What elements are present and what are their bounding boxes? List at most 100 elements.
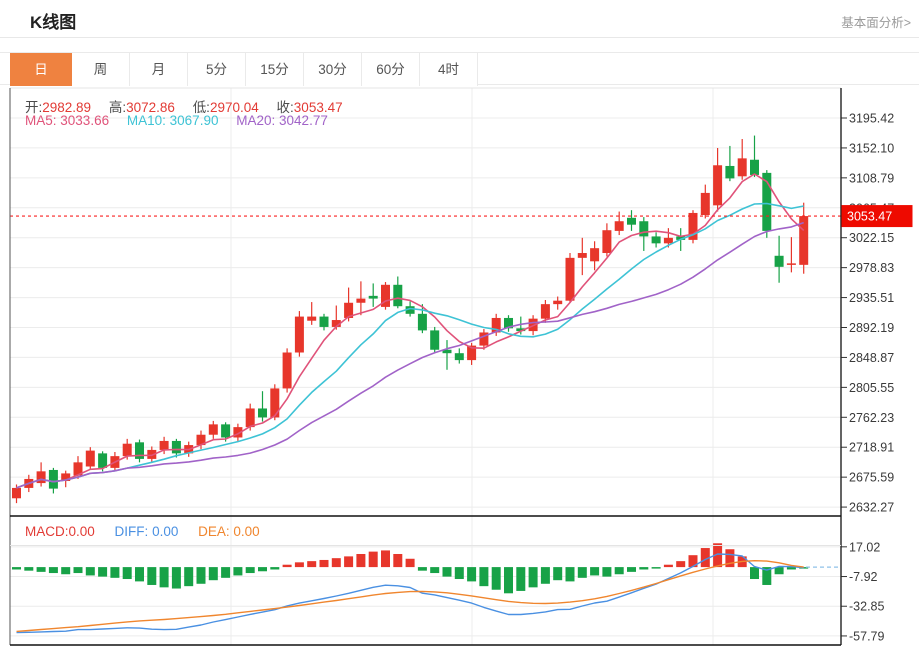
candle-body	[258, 408, 267, 418]
price-axis-label: 3022.15	[849, 231, 894, 245]
candle-body	[639, 221, 649, 237]
macd-bar	[639, 567, 649, 570]
candle-body	[405, 306, 415, 314]
price-axis-label: 2935.51	[849, 291, 894, 305]
macd-bar	[61, 567, 71, 575]
candle-body	[196, 434, 206, 446]
candle-body	[73, 462, 83, 476]
macd-bar	[590, 567, 600, 576]
tab-月[interactable]: 月	[130, 53, 188, 86]
macd-bar	[110, 567, 120, 578]
fundamental-analysis-link[interactable]: 基本面分析>	[841, 16, 911, 30]
candle-body	[393, 284, 403, 307]
macd-axis-label: -7.92	[849, 570, 878, 584]
diff-label: DIFF:	[114, 524, 149, 539]
macd-bar	[307, 561, 317, 568]
macd-bar	[331, 558, 341, 568]
candle-body	[270, 388, 280, 418]
ma20-line	[16, 221, 804, 489]
macd-bar	[663, 564, 673, 568]
price-axis-label: 3152.10	[849, 141, 894, 155]
page-title: K线图	[30, 13, 77, 32]
candle-body	[700, 192, 710, 216]
macd-bar	[614, 567, 624, 575]
candle-body	[602, 230, 612, 254]
tab-周[interactable]: 周	[72, 53, 130, 86]
macd-axis-label: 17.02	[849, 540, 880, 554]
macd-bar	[713, 543, 723, 568]
candle-body	[737, 158, 747, 177]
tab-4时[interactable]: 4时	[420, 53, 478, 86]
candle-body	[294, 316, 304, 353]
macd-bar	[553, 567, 563, 581]
macd-bar	[417, 567, 427, 571]
macd-bar	[725, 549, 735, 568]
diff-line	[16, 553, 804, 634]
candle-body	[171, 440, 181, 454]
tab-60分[interactable]: 60分	[362, 53, 420, 86]
last-price-badge	[841, 205, 913, 228]
candle-body	[221, 424, 231, 438]
candle-body	[233, 427, 243, 438]
tab-15分[interactable]: 15分	[246, 53, 304, 86]
macd-bar	[344, 556, 354, 568]
macd-bar	[184, 567, 194, 587]
candle-body	[430, 330, 440, 350]
price-axis-label: 2675.59	[849, 471, 894, 485]
macd-bar	[774, 567, 784, 575]
macd-bar	[270, 567, 280, 570]
candle-body	[540, 304, 550, 319]
macd-bar	[442, 567, 452, 577]
dea-value: 0.00	[233, 524, 260, 539]
macd-bar	[147, 567, 157, 585]
candle-body	[553, 300, 563, 305]
price-axis-label: 2805.55	[849, 381, 894, 395]
macd-bar	[282, 564, 292, 568]
macd-bar	[430, 567, 440, 574]
macd-bar	[208, 567, 218, 581]
candle-body	[48, 469, 58, 489]
macd-bar	[688, 555, 698, 568]
candle-body	[516, 328, 526, 332]
macd-bar	[540, 567, 550, 584]
macd-bar	[565, 567, 575, 582]
candle-body	[122, 443, 132, 457]
price-axis-label: 2978.83	[849, 261, 894, 275]
macd-bar	[73, 567, 83, 574]
macd-bar	[799, 567, 809, 569]
macd-bar	[135, 567, 144, 582]
candle-body	[614, 221, 624, 231]
macd-bar	[528, 567, 538, 588]
macd-value: 0.00	[68, 524, 95, 539]
ma10-label: MA10:	[126, 113, 166, 128]
tab-30分[interactable]: 30分	[304, 53, 362, 86]
macd-label: MACD:	[25, 524, 69, 539]
candle-body	[713, 165, 723, 206]
macd-bar	[98, 567, 108, 577]
tab-5分[interactable]: 5分	[188, 53, 246, 86]
macd-bar	[85, 567, 95, 576]
ma5-line	[16, 173, 805, 489]
ma-readout: MA5: 3033.66 MA10: 3067.90 MA20: 3042.77	[25, 113, 328, 128]
high-value: 3072.86	[126, 100, 175, 115]
candle-body	[159, 440, 169, 450]
ma10-value: 3067.90	[169, 113, 219, 128]
candle-body	[762, 172, 772, 231]
candle-body	[36, 471, 46, 484]
candle-body	[307, 316, 317, 321]
macd-bar	[159, 567, 169, 588]
macd-bar	[381, 550, 390, 568]
candle-body	[356, 298, 366, 303]
macd-bar	[651, 567, 661, 569]
close-value: 3053.47	[293, 100, 343, 115]
macd-bar	[12, 567, 21, 570]
price-axis-label: 2848.87	[849, 351, 894, 365]
candle-body	[417, 313, 427, 331]
candle-body	[491, 317, 501, 333]
candle-body	[454, 353, 464, 361]
candle-body	[786, 263, 796, 265]
tab-日[interactable]: 日	[10, 53, 72, 86]
open-value: 2982.89	[42, 100, 92, 115]
